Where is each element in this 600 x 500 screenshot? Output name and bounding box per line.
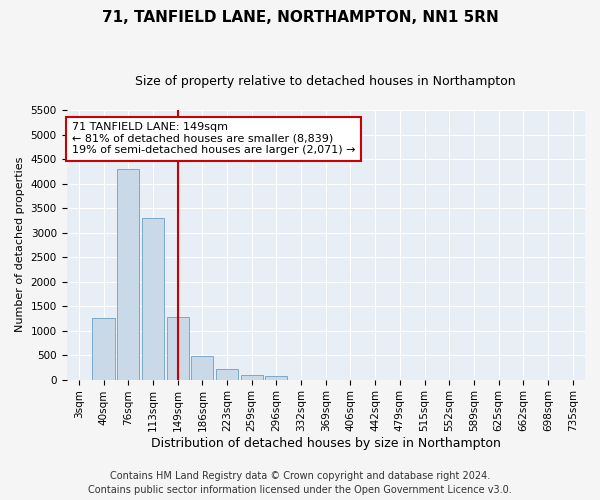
Bar — [142, 218, 164, 380]
Bar — [92, 318, 115, 380]
Bar — [117, 169, 139, 380]
Bar — [191, 356, 214, 380]
Bar — [265, 376, 287, 380]
Bar — [216, 370, 238, 380]
Bar — [241, 374, 263, 380]
Text: 71, TANFIELD LANE, NORTHAMPTON, NN1 5RN: 71, TANFIELD LANE, NORTHAMPTON, NN1 5RN — [101, 10, 499, 25]
Bar — [167, 317, 189, 380]
X-axis label: Distribution of detached houses by size in Northampton: Distribution of detached houses by size … — [151, 437, 501, 450]
Title: Size of property relative to detached houses in Northampton: Size of property relative to detached ho… — [136, 75, 516, 88]
Text: Contains HM Land Registry data © Crown copyright and database right 2024.
Contai: Contains HM Land Registry data © Crown c… — [88, 471, 512, 495]
Y-axis label: Number of detached properties: Number of detached properties — [15, 157, 25, 332]
Text: 71 TANFIELD LANE: 149sqm
← 81% of detached houses are smaller (8,839)
19% of sem: 71 TANFIELD LANE: 149sqm ← 81% of detach… — [72, 122, 355, 156]
